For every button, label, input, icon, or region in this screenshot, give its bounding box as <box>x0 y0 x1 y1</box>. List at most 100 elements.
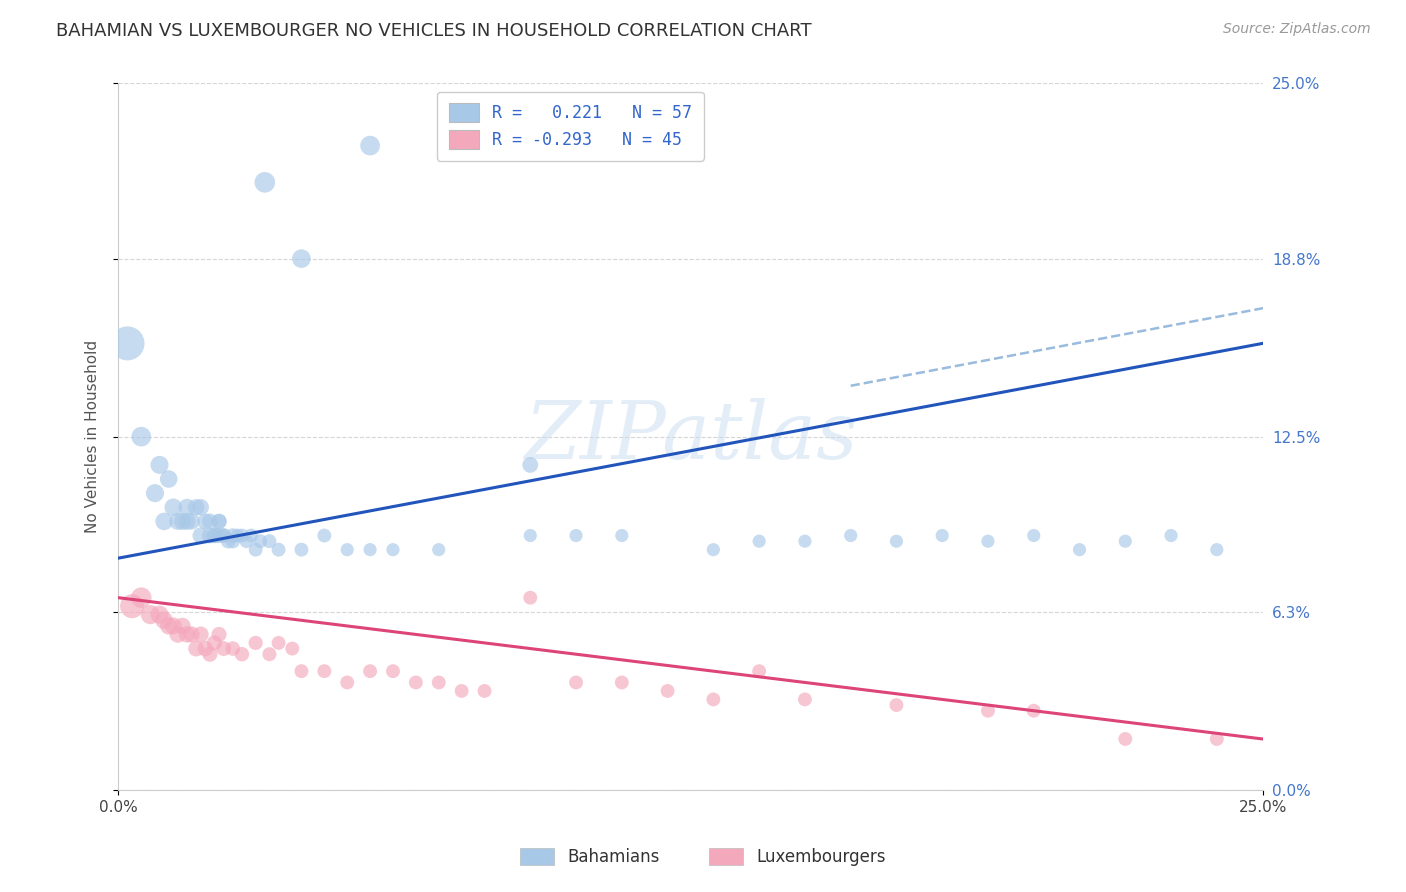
Point <box>176 627 198 641</box>
Point <box>208 515 231 529</box>
Point <box>450 684 472 698</box>
Point <box>702 692 724 706</box>
Point <box>565 675 588 690</box>
Point <box>1022 528 1045 542</box>
Point <box>336 675 359 690</box>
Point <box>381 664 404 678</box>
Point <box>1069 542 1091 557</box>
Point <box>977 704 1000 718</box>
Point <box>180 515 202 529</box>
Point <box>204 636 226 650</box>
Text: BAHAMIAN VS LUXEMBOURGER NO VEHICLES IN HOUSEHOLD CORRELATION CHART: BAHAMIAN VS LUXEMBOURGER NO VEHICLES IN … <box>56 22 811 40</box>
Point <box>180 627 202 641</box>
Point <box>129 591 152 605</box>
Point <box>172 515 194 529</box>
Point <box>519 591 541 605</box>
Point <box>267 636 290 650</box>
Point <box>290 542 312 557</box>
Point <box>212 528 235 542</box>
Point <box>222 528 245 542</box>
Point <box>519 458 541 472</box>
Point <box>204 528 226 542</box>
Point <box>565 528 588 542</box>
Point <box>702 542 724 557</box>
Point <box>204 528 226 542</box>
Point <box>157 619 180 633</box>
Point <box>610 528 633 542</box>
Point <box>405 675 427 690</box>
Point <box>117 336 139 351</box>
Point <box>259 647 281 661</box>
Point <box>259 534 281 549</box>
Point <box>222 641 245 656</box>
Point <box>153 515 176 529</box>
Point <box>235 534 257 549</box>
Point <box>176 500 198 515</box>
Point <box>336 542 359 557</box>
Point <box>245 636 267 650</box>
Point <box>886 698 908 712</box>
Point <box>1022 704 1045 718</box>
Point <box>359 138 381 153</box>
Point <box>1160 528 1182 542</box>
Legend: R =   0.221   N = 57, R = -0.293   N = 45: R = 0.221 N = 57, R = -0.293 N = 45 <box>437 92 703 161</box>
Point <box>977 534 1000 549</box>
Point <box>931 528 953 542</box>
Point <box>359 542 381 557</box>
Point <box>253 175 276 189</box>
Point <box>162 500 184 515</box>
Point <box>240 528 263 542</box>
Point <box>186 641 208 656</box>
Point <box>129 430 152 444</box>
Point <box>166 515 188 529</box>
Point <box>231 528 253 542</box>
Point <box>748 664 770 678</box>
Text: ZIPatlas: ZIPatlas <box>523 398 858 475</box>
Point <box>222 534 245 549</box>
Point <box>148 458 170 472</box>
Point <box>162 619 184 633</box>
Point <box>217 534 239 549</box>
Point <box>359 664 381 678</box>
Point <box>245 542 267 557</box>
Point <box>793 692 815 706</box>
Point <box>208 627 231 641</box>
Point <box>121 599 143 614</box>
Point <box>157 472 180 486</box>
Point <box>143 486 166 500</box>
Point <box>427 675 450 690</box>
Legend: Bahamians, Luxembourgers: Bahamians, Luxembourgers <box>512 840 894 875</box>
Point <box>381 542 404 557</box>
Point <box>839 528 862 542</box>
Point <box>153 613 176 627</box>
Point <box>194 515 217 529</box>
Point <box>198 515 221 529</box>
Point <box>314 664 336 678</box>
Point <box>1114 731 1136 746</box>
Point <box>208 528 231 542</box>
Point <box>249 534 271 549</box>
Point <box>212 641 235 656</box>
Point <box>231 647 253 661</box>
Point <box>198 647 221 661</box>
Point <box>290 664 312 678</box>
Point <box>176 515 198 529</box>
Point <box>148 607 170 622</box>
Point <box>748 534 770 549</box>
Point <box>267 542 290 557</box>
Point <box>886 534 908 549</box>
Point <box>610 675 633 690</box>
Point <box>190 500 212 515</box>
Point <box>427 542 450 557</box>
Point <box>186 500 208 515</box>
Point <box>793 534 815 549</box>
Point <box>1205 542 1227 557</box>
Point <box>314 528 336 542</box>
Point <box>290 252 312 266</box>
Point <box>166 627 188 641</box>
Point <box>657 684 679 698</box>
Point <box>226 528 249 542</box>
Point <box>1205 731 1227 746</box>
Point <box>172 619 194 633</box>
Point <box>194 641 217 656</box>
